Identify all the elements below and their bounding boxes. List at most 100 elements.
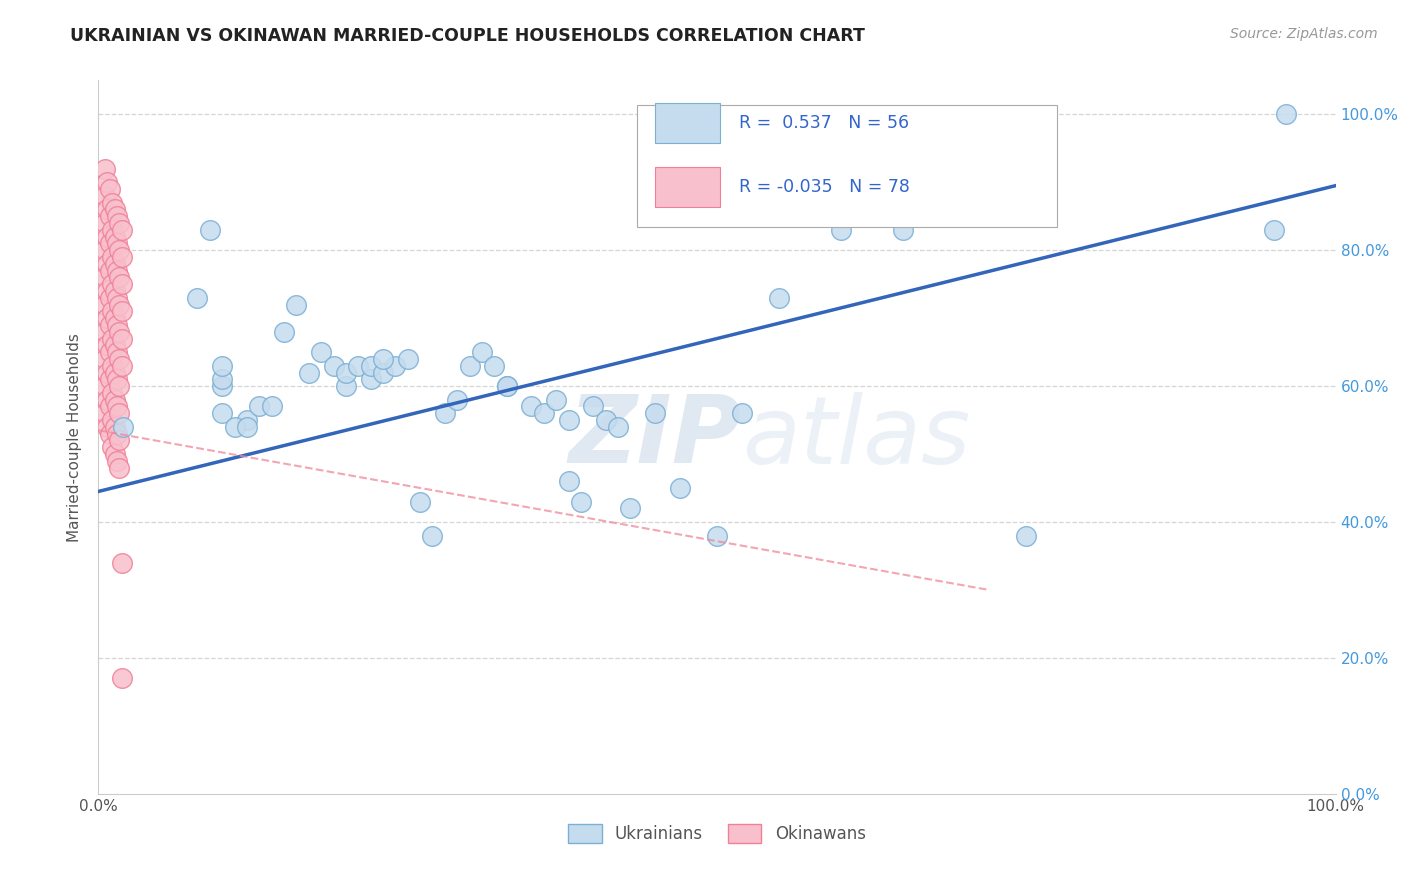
Point <box>98 318 121 332</box>
Point <box>595 413 617 427</box>
Point <box>533 406 555 420</box>
Point <box>105 318 128 332</box>
Point <box>495 379 517 393</box>
Point <box>211 406 233 420</box>
Point <box>103 420 125 434</box>
Point <box>371 366 394 380</box>
Point <box>211 359 233 373</box>
Point <box>557 413 579 427</box>
Point <box>101 385 124 400</box>
Point <box>98 291 121 305</box>
Point <box>105 291 128 305</box>
Point <box>446 392 468 407</box>
Point <box>347 359 370 373</box>
Text: ZIP: ZIP <box>569 391 742 483</box>
Point <box>98 400 121 414</box>
Point <box>108 351 131 366</box>
Point <box>108 406 131 420</box>
Point <box>706 528 728 542</box>
Point <box>105 263 128 277</box>
Point <box>569 494 592 508</box>
Point <box>582 400 605 414</box>
Point <box>546 392 568 407</box>
Point <box>211 379 233 393</box>
Point <box>93 161 115 176</box>
Point <box>360 359 382 373</box>
Text: R =  0.537   N = 56: R = 0.537 N = 56 <box>740 114 910 132</box>
Point <box>103 392 125 407</box>
Point <box>101 332 124 346</box>
Point <box>93 325 115 339</box>
Point <box>322 359 344 373</box>
Point <box>103 447 125 461</box>
Point <box>247 400 270 414</box>
Point <box>103 338 125 352</box>
Point <box>111 332 134 346</box>
Point <box>433 406 456 420</box>
Point <box>98 372 121 386</box>
Point <box>644 406 666 420</box>
Point <box>108 270 131 285</box>
Text: atlas: atlas <box>742 392 970 483</box>
Point <box>96 366 118 380</box>
Point <box>93 297 115 311</box>
Point <box>105 345 128 359</box>
Point <box>111 250 134 264</box>
Point <box>105 454 128 468</box>
Point <box>111 671 134 685</box>
Point <box>93 270 115 285</box>
Point <box>471 345 494 359</box>
Point <box>891 223 914 237</box>
Point <box>101 195 124 210</box>
Point <box>101 277 124 292</box>
Point <box>211 372 233 386</box>
Point <box>409 494 432 508</box>
Point <box>260 400 283 414</box>
Point <box>1275 107 1298 121</box>
Point <box>236 420 259 434</box>
Point <box>101 440 124 454</box>
Point <box>285 297 308 311</box>
Point <box>557 475 579 489</box>
Point <box>98 345 121 359</box>
Point <box>96 392 118 407</box>
Point <box>1263 223 1285 237</box>
Point <box>98 426 121 441</box>
Point <box>396 351 419 366</box>
FancyBboxPatch shape <box>655 167 720 207</box>
FancyBboxPatch shape <box>655 103 720 143</box>
Point <box>108 460 131 475</box>
Point <box>96 338 118 352</box>
Point <box>607 420 630 434</box>
Point <box>495 379 517 393</box>
Point <box>298 366 321 380</box>
Point <box>105 372 128 386</box>
Point <box>520 400 543 414</box>
Point <box>105 426 128 441</box>
Point <box>458 359 481 373</box>
Point <box>108 379 131 393</box>
Point <box>108 216 131 230</box>
Point <box>98 263 121 277</box>
Point <box>111 223 134 237</box>
Point <box>103 257 125 271</box>
Point <box>103 284 125 298</box>
Point <box>484 359 506 373</box>
FancyBboxPatch shape <box>637 105 1057 227</box>
Point <box>101 304 124 318</box>
Legend: Ukrainians, Okinawans: Ukrainians, Okinawans <box>561 817 873 850</box>
Point <box>830 223 852 237</box>
Text: R = -0.035   N = 78: R = -0.035 N = 78 <box>740 178 910 195</box>
Point <box>112 420 135 434</box>
Point <box>108 434 131 448</box>
Point <box>731 406 754 420</box>
Point <box>96 202 118 217</box>
Point <box>101 359 124 373</box>
Point <box>108 243 131 257</box>
Point <box>96 257 118 271</box>
Point <box>103 311 125 326</box>
Point <box>111 277 134 292</box>
Point <box>103 229 125 244</box>
Text: Source: ZipAtlas.com: Source: ZipAtlas.com <box>1230 27 1378 41</box>
Text: UKRAINIAN VS OKINAWAN MARRIED-COUPLE HOUSEHOLDS CORRELATION CHART: UKRAINIAN VS OKINAWAN MARRIED-COUPLE HOU… <box>70 27 865 45</box>
